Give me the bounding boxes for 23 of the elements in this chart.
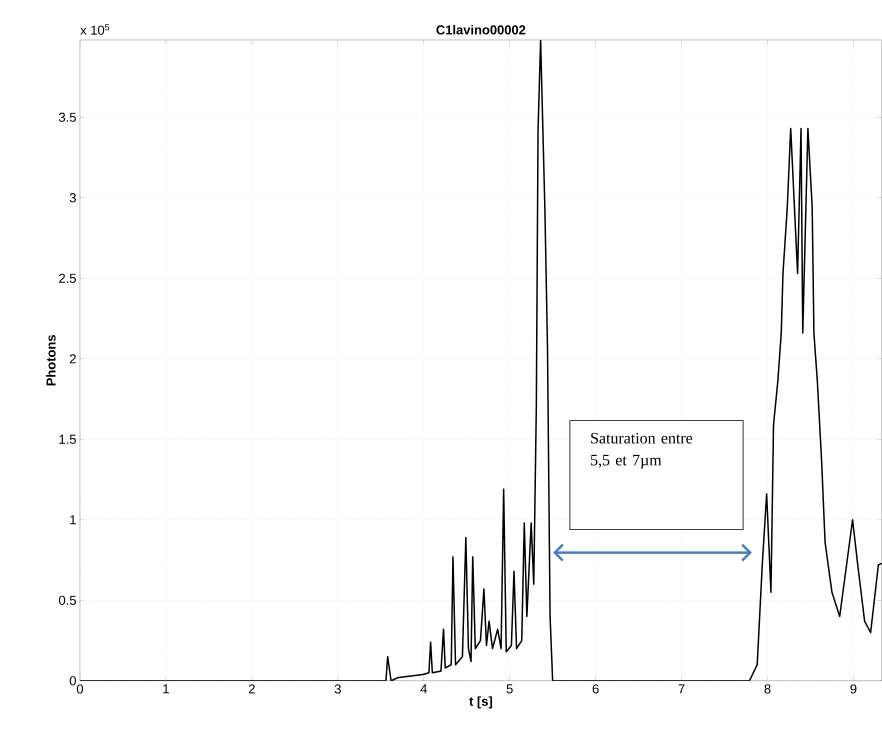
x-tick-label: 6 [592,684,599,694]
y-tick-label: 3 [70,193,76,202]
x-tick-label: 0 [76,684,84,694]
x-tick-label: 9 [850,684,856,694]
chart-title: C1lavino00002 [436,25,526,35]
y-axis-title: Photons [46,335,56,386]
x-axis-title: t [s] [469,696,492,709]
x-tick-label: 3 [334,684,341,694]
x-tick-label: 7 [678,684,685,694]
x-tick-label: 1 [163,684,169,694]
x-tick-label: 2 [248,684,255,694]
x-tick-label: 4 [420,684,427,694]
x-tick-label: 8 [764,684,771,694]
y-tick-label: 2.5 [59,274,76,283]
y-tick-label: 1.5 [59,434,76,444]
y-tick-label: 2 [70,354,76,364]
x-tick-label: 5 [506,684,513,694]
y-tick-label: 0 [70,676,76,686]
y-tick-label: 0.5 [58,596,76,605]
text: x 10$^{5}$ [80,24,110,35]
annotation: Saturation entre 5,5 et 7µm [591,432,692,469]
y-tick-label: 1 [70,515,76,524]
y-tick-label: 3.5 [58,112,76,122]
